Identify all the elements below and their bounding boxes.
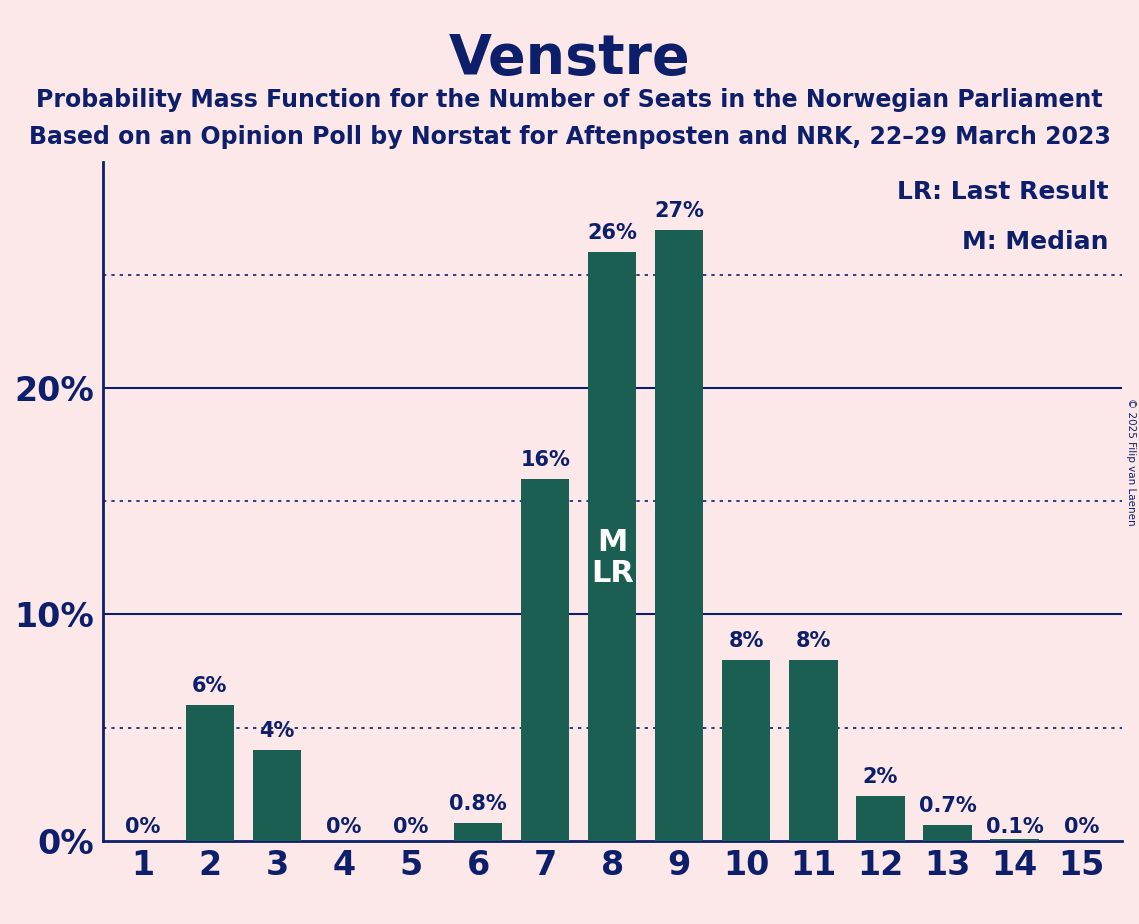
Text: M: Median: M: Median [962,230,1108,253]
Text: M
LR: M LR [591,529,633,589]
Text: 8%: 8% [796,631,831,650]
Text: 2%: 2% [862,767,899,786]
Bar [924,825,972,841]
Text: 27%: 27% [654,201,704,221]
Text: 0.8%: 0.8% [449,794,507,814]
Bar [588,252,637,841]
Text: 0.7%: 0.7% [919,796,976,816]
Text: Based on an Opinion Poll by Norstat for Aftenposten and NRK, 22–29 March 2023: Based on an Opinion Poll by Norstat for … [28,125,1111,149]
Text: 0%: 0% [125,818,161,837]
Bar [186,705,233,841]
Text: 6%: 6% [192,676,228,696]
Text: LR: Last Result: LR: Last Result [896,180,1108,204]
Bar [521,479,570,841]
Text: 0.1%: 0.1% [985,818,1043,837]
Bar [722,660,770,841]
Text: Probability Mass Function for the Number of Seats in the Norwegian Parliament: Probability Mass Function for the Number… [36,88,1103,112]
Text: 4%: 4% [260,722,295,741]
Bar [789,660,837,841]
Bar [655,230,704,841]
Text: Venstre: Venstre [449,32,690,86]
Bar [991,839,1039,841]
Bar [857,796,904,841]
Text: 16%: 16% [521,450,571,469]
Text: © 2025 Filip van Laenen: © 2025 Filip van Laenen [1126,398,1136,526]
Text: 0%: 0% [393,818,428,837]
Text: 8%: 8% [729,631,764,650]
Bar [454,822,502,841]
Text: 26%: 26% [588,224,637,243]
Bar [253,750,301,841]
Text: 0%: 0% [326,818,362,837]
Text: 0%: 0% [1064,818,1099,837]
